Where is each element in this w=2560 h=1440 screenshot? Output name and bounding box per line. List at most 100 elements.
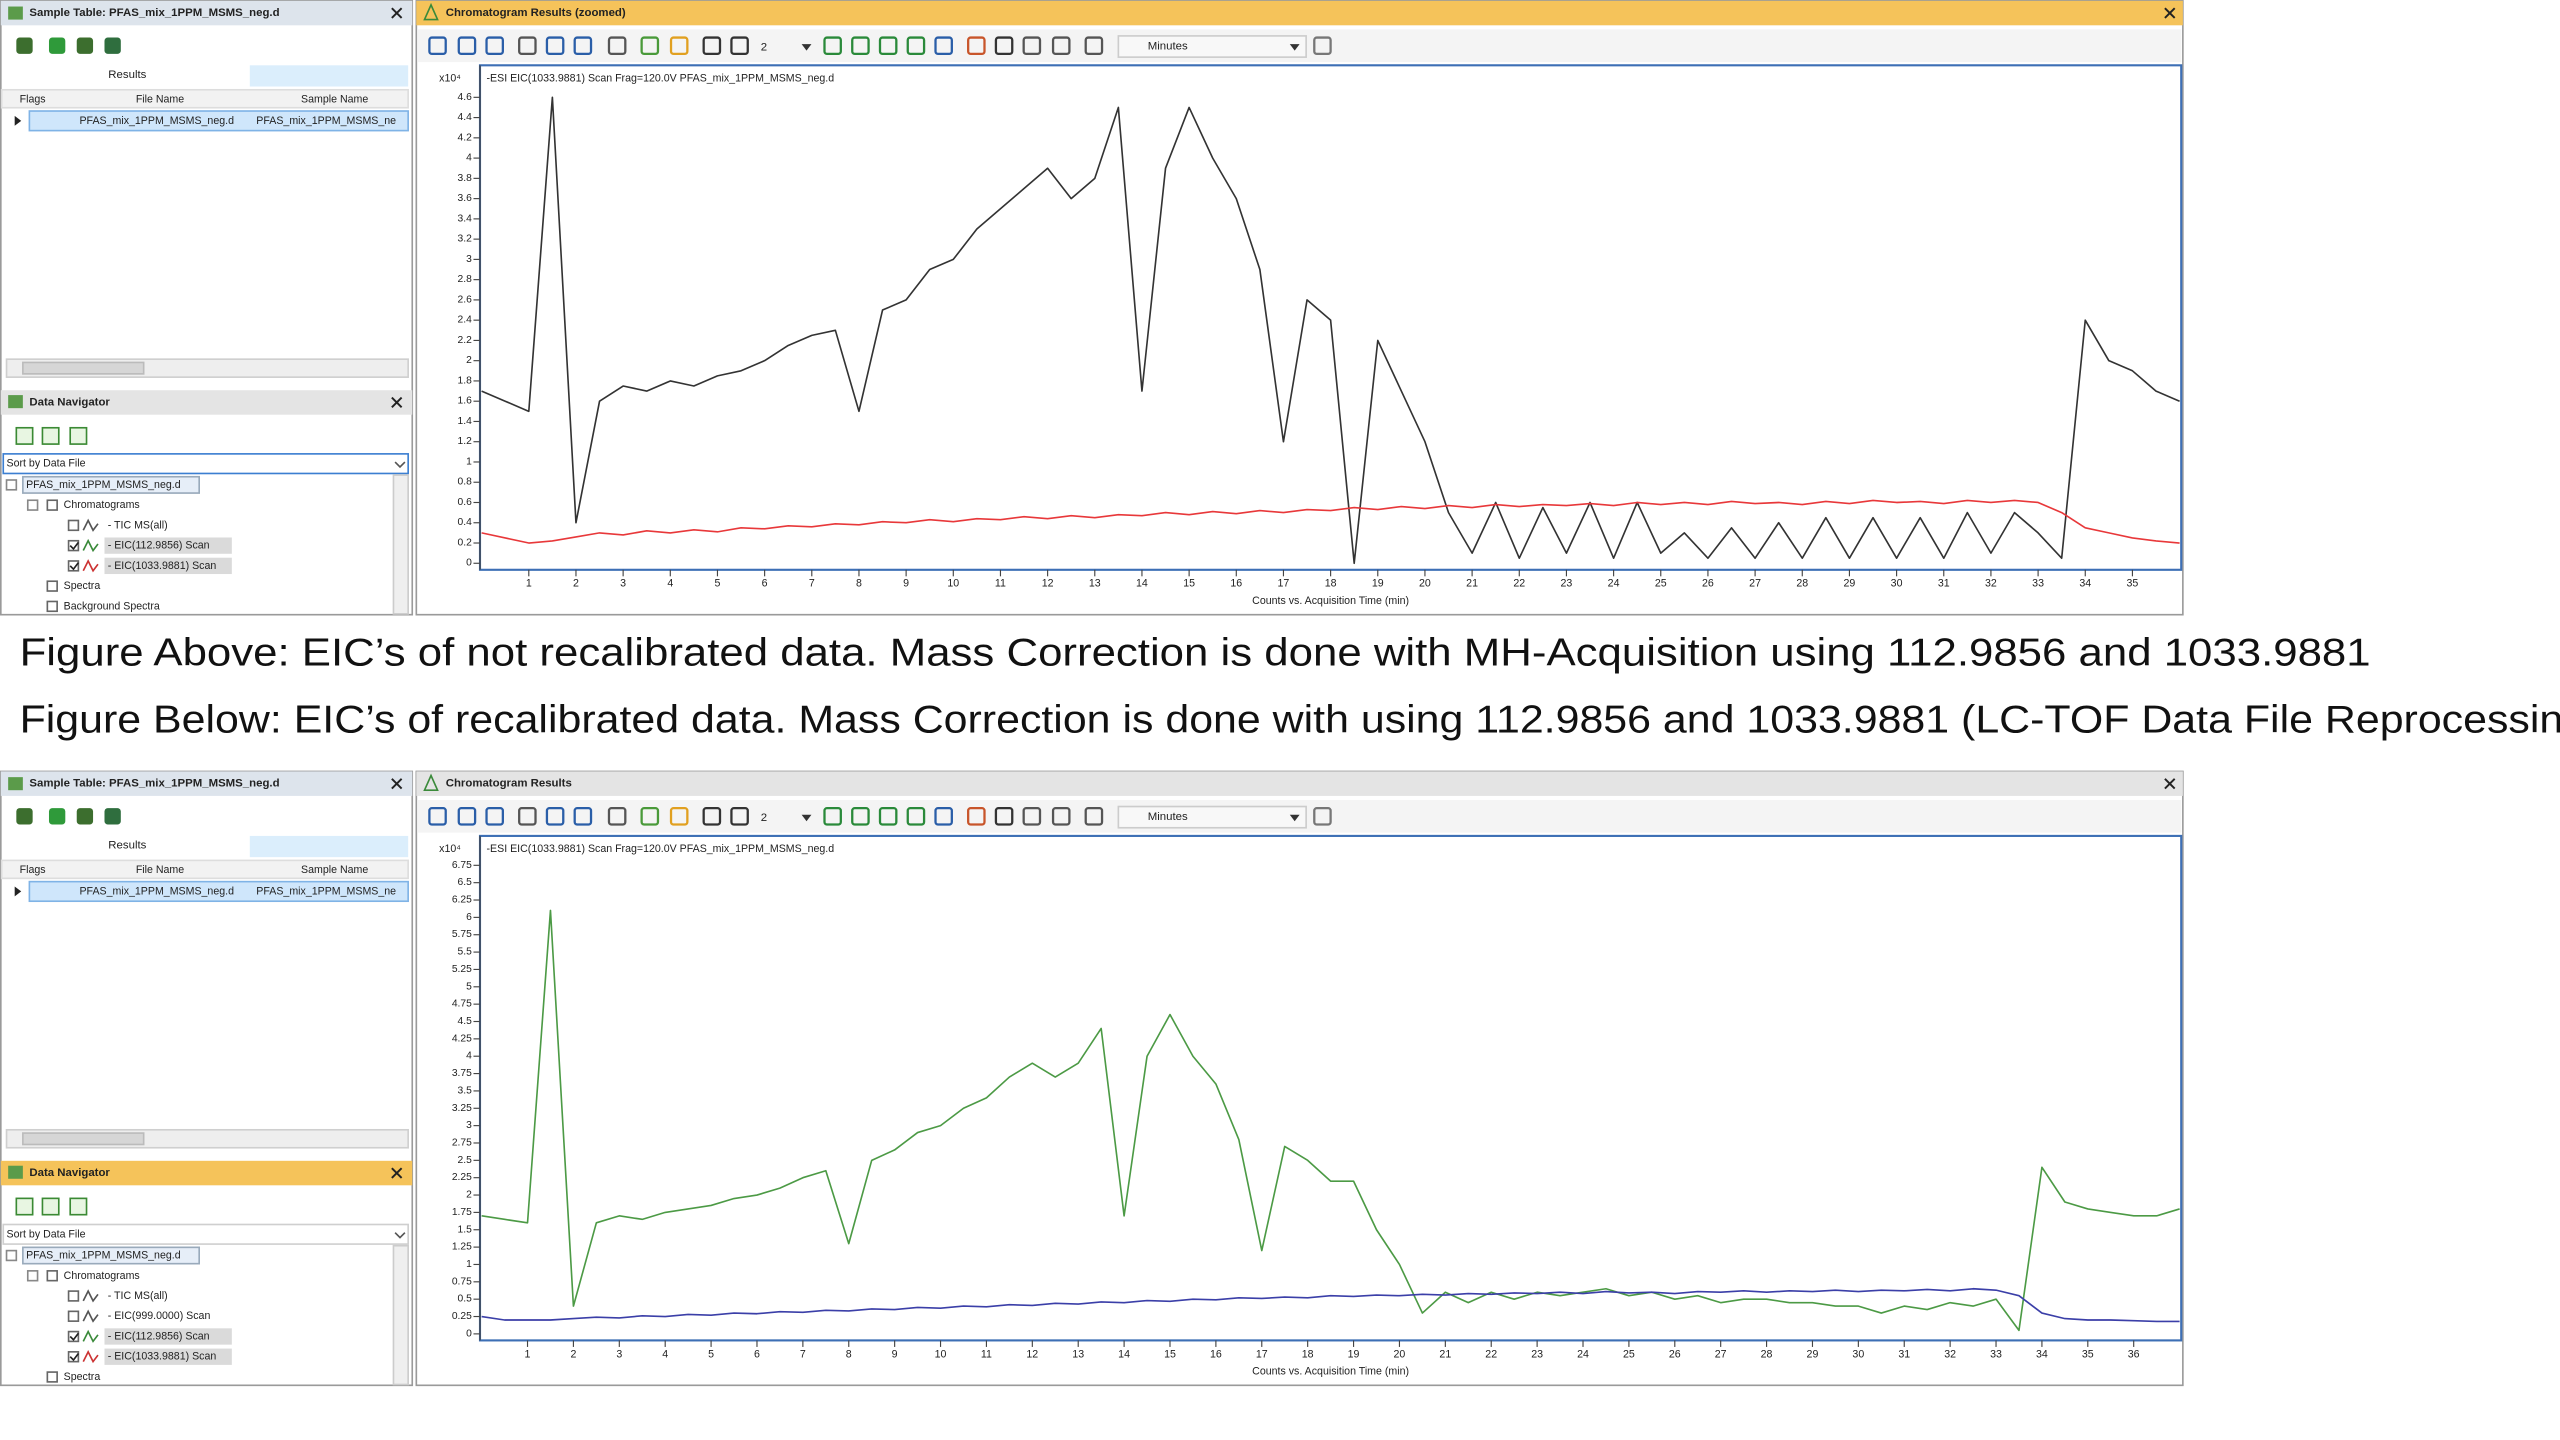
toolbar-icon[interactable] [906,36,926,56]
toolbar-icon[interactable] [518,36,537,56]
toolbar-icon[interactable] [1022,807,1042,826]
toolbar-icon[interactable] [934,807,953,826]
tree-item[interactable]: Spectra [64,580,101,592]
toolbar-icon[interactable] [1313,36,1332,56]
toolbar-icon[interactable] [48,808,66,825]
toolbar-icon[interactable] [485,807,504,826]
toolbar-icon[interactable] [640,807,660,826]
toolbar-icon[interactable] [994,807,1014,826]
tree-group[interactable]: Chromatograms [64,499,140,511]
dropdown-value[interactable]: 2 [761,41,767,53]
toolbar-icon[interactable] [457,36,477,56]
toolbar-icon[interactable] [967,36,986,56]
toolbar-icon[interactable] [878,36,898,56]
tree-item[interactable]: - TIC MS(all) [108,519,168,531]
toolbar-icon[interactable] [823,36,842,56]
toolbar-icon[interactable] [730,36,749,56]
toolbar-icon[interactable] [607,36,627,56]
tree-checkbox[interactable] [67,1351,80,1363]
sort-combobox[interactable] [2,1223,409,1245]
results-tab[interactable]: Results [108,69,146,81]
toolbar-icon[interactable] [76,37,94,54]
toolbar-icon[interactable] [730,807,749,826]
toolbar-icon[interactable] [607,807,627,826]
toolbar-icon[interactable] [906,807,926,826]
scrollbar-thumb[interactable] [22,361,145,375]
tree-item[interactable]: - EIC(999.0000) Scan [108,1310,211,1322]
toolbar-icon[interactable] [994,36,1014,56]
toolbar-icon[interactable] [934,36,953,56]
toolbar-icon[interactable] [878,807,898,826]
selected-row[interactable] [28,880,409,903]
toolbar-icon[interactable] [485,36,504,56]
toolbar-icon[interactable] [851,807,870,826]
tree-checkbox[interactable] [67,539,80,552]
tree-expander[interactable] [5,1249,18,1262]
toolbar-icon[interactable] [573,36,593,56]
scrollbar-thumb[interactable] [22,1132,145,1146]
toolbar-icon[interactable] [41,1197,60,1216]
tree-checkbox[interactable] [46,580,58,592]
close-button[interactable] [2164,778,2176,790]
tree-file[interactable]: PFAS_mix_1PPM_MSMS_neg.d [26,1250,181,1262]
toolbar-icon[interactable] [16,808,33,825]
close-button[interactable] [2164,7,2176,19]
toolbar-icon[interactable] [967,807,986,826]
toolbar-icon[interactable] [545,36,565,56]
toolbar-icon[interactable] [457,807,477,826]
tree-item[interactable]: Spectra [64,1371,101,1383]
toolbar-icon[interactable] [1051,807,1071,826]
toolbar-icon[interactable] [669,36,689,56]
toolbar-icon[interactable] [702,807,722,826]
tree-item[interactable]: - EIC(1033.9881) Scan [108,560,217,572]
tree-checkbox[interactable] [67,1330,80,1343]
toolbar-icon[interactable] [69,1197,88,1216]
toolbar-icon[interactable] [823,807,842,826]
toolbar-icon[interactable] [41,426,60,445]
tree-item[interactable]: Background Spectra [64,600,160,612]
toolbar-icon[interactable] [1084,807,1104,826]
tree-checkbox[interactable] [67,519,80,532]
toolbar-icon[interactable] [545,807,565,826]
tree-checkbox[interactable] [67,1290,80,1302]
tree-file[interactable]: PFAS_mix_1PPM_MSMS_neg.d [26,479,181,491]
units-combobox[interactable] [1117,35,1307,58]
toolbar-icon[interactable] [104,37,121,54]
toolbar-icon[interactable] [573,807,593,826]
close-button[interactable] [391,7,403,19]
toolbar-icon[interactable] [1084,36,1104,56]
tree-item[interactable]: - EIC(1033.9881) Scan [108,1351,217,1363]
selected-row[interactable] [28,110,409,132]
toolbar-icon[interactable] [640,36,660,56]
tree-checkbox[interactable] [46,499,58,511]
toolbar-icon[interactable] [76,808,94,825]
tree-expander[interactable] [26,499,39,511]
toolbar-icon[interactable] [1022,36,1042,56]
toolbar-icon[interactable] [69,426,88,445]
toolbar-icon[interactable] [518,807,537,826]
close-button[interactable] [391,1167,403,1179]
tree-item[interactable]: - EIC(112.9856) Scan [108,1330,210,1342]
tree-checkbox[interactable] [67,560,80,572]
tree-item[interactable]: - EIC(112.9856) Scan [108,540,210,552]
tree-checkbox[interactable] [46,600,58,613]
toolbar-icon[interactable] [15,1197,34,1216]
toolbar-icon[interactable] [1051,36,1071,56]
sort-combobox[interactable] [2,453,409,475]
units-combobox[interactable] [1117,805,1307,829]
toolbar-icon[interactable] [1313,807,1332,826]
close-button[interactable] [391,396,403,409]
tree-checkbox[interactable] [46,1270,58,1282]
tree-checkbox[interactable] [67,1310,80,1322]
toolbar-icon[interactable] [15,426,34,445]
toolbar-icon[interactable] [851,36,870,56]
tree-expander[interactable] [5,479,18,491]
close-button[interactable] [391,778,403,790]
toolbar-icon[interactable] [104,808,121,825]
toolbar-icon[interactable] [702,36,722,56]
dropdown-value[interactable]: 2 [761,812,767,824]
toolbar-icon[interactable] [48,37,66,54]
toolbar-icon[interactable] [428,807,447,826]
toolbar-icon[interactable] [669,807,689,826]
tree-expander[interactable] [26,1270,39,1282]
